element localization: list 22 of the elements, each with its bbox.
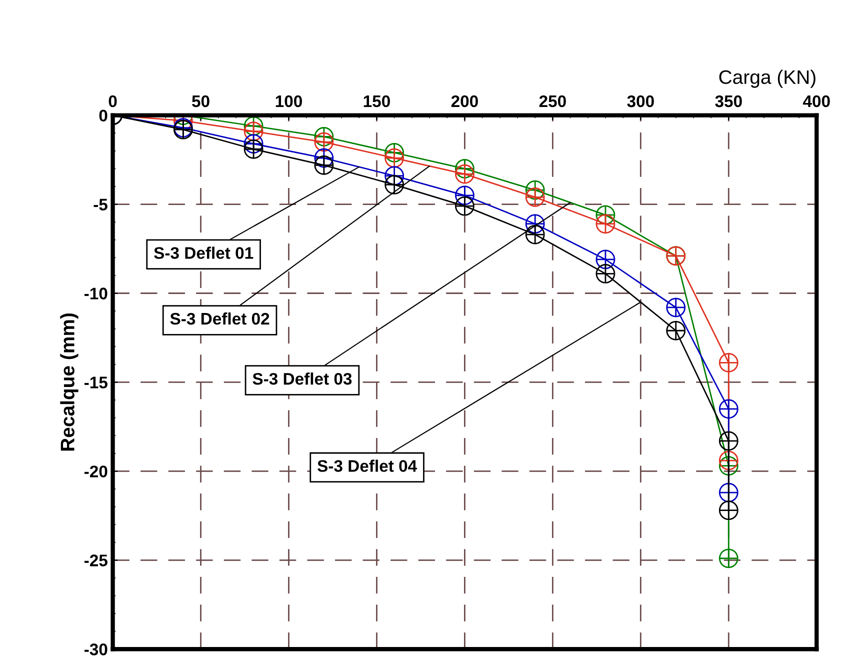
y-tick-label: -30	[84, 644, 108, 656]
annotation: S-3 Deflet 03	[252, 372, 352, 385]
y-tick-label: -20	[84, 466, 108, 478]
y-tick-label: -5	[94, 198, 108, 210]
x-tick-label: 0	[108, 95, 117, 108]
annotation: S-3 Deflet 04	[318, 460, 417, 472]
x-axis-title: Carga (KN)	[719, 70, 816, 88]
x-tick-label: 200	[451, 95, 478, 108]
x-tick-label: 400	[802, 95, 830, 108]
y-axis-title: Recalque (mm)	[60, 313, 78, 451]
x-tick-label: 150	[364, 95, 390, 108]
annotation: S-3 Deflet 01	[154, 246, 254, 259]
y-tick-label: -25	[84, 554, 108, 566]
y-tick-label: -10	[84, 288, 108, 300]
x-tick-label: 350	[715, 95, 742, 108]
annotation: S-3 Deflet 02	[170, 312, 270, 325]
y-tick-label: -15	[84, 376, 108, 388]
x-tick-label: 100	[276, 95, 302, 108]
x-tick-label: 300	[627, 95, 654, 108]
y-tick-label: 0	[99, 110, 108, 122]
x-tick-label: 250	[539, 95, 566, 108]
x-tick-label: 50	[192, 95, 210, 108]
